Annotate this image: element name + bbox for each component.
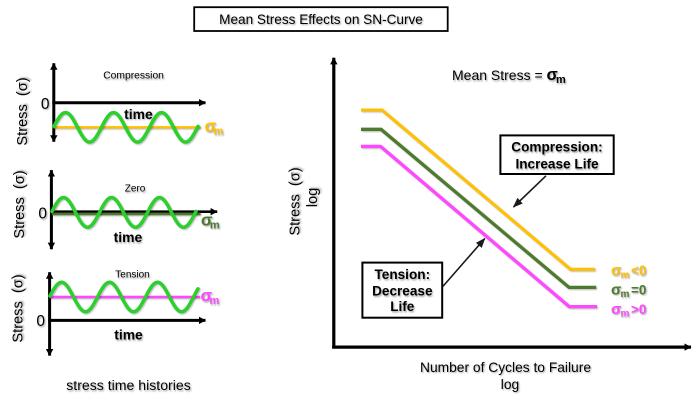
svg-text:log: log xyxy=(305,188,321,207)
svg-text:m: m xyxy=(621,289,630,300)
svg-text:Tension:: Tension: xyxy=(374,267,430,282)
svg-text:m: m xyxy=(210,219,220,231)
svg-text:Stress (σ): Stress (σ) xyxy=(11,274,27,342)
svg-text:Stress (σ): Stress (σ) xyxy=(15,77,31,145)
svg-text:Decrease: Decrease xyxy=(372,284,433,299)
svg-text:m: m xyxy=(210,295,220,307)
svg-text:<0: <0 xyxy=(631,263,646,278)
svg-text:σ: σ xyxy=(201,286,213,305)
svg-text:time: time xyxy=(124,106,153,122)
svg-text:σ: σ xyxy=(611,262,621,279)
svg-text:m: m xyxy=(621,270,630,281)
svg-text:0: 0 xyxy=(41,96,50,113)
svg-text:σ: σ xyxy=(547,66,558,84)
svg-text:Compression:: Compression: xyxy=(511,140,602,155)
svg-text:>0: >0 xyxy=(631,302,646,317)
svg-text:Increase Life: Increase Life xyxy=(515,157,599,172)
svg-text:Life: Life xyxy=(390,299,415,314)
svg-text:Number of Cycles to Failure: Number of Cycles to Failure xyxy=(420,360,591,375)
svg-text:=0: =0 xyxy=(631,282,646,297)
svg-text:Zero: Zero xyxy=(125,184,146,195)
svg-text:σ: σ xyxy=(611,281,621,298)
svg-text:σ: σ xyxy=(611,301,621,318)
svg-text:Mean Stress =: Mean Stress = xyxy=(452,67,543,83)
svg-text:log: log xyxy=(501,377,519,392)
svg-text:0: 0 xyxy=(38,206,47,223)
svg-text:stress time histories: stress time histories xyxy=(66,377,191,393)
svg-text:Stress (σ): Stress (σ) xyxy=(288,167,304,235)
svg-text:σ: σ xyxy=(205,117,217,136)
svg-text:Tension: Tension xyxy=(115,270,149,281)
svg-text:time: time xyxy=(114,327,143,343)
svg-text:m: m xyxy=(214,126,224,138)
svg-text:time: time xyxy=(114,229,143,245)
svg-text:m: m xyxy=(621,309,630,320)
svg-text:σ: σ xyxy=(201,210,213,229)
svg-text:Compression: Compression xyxy=(103,71,164,82)
svg-text:Stress (σ): Stress (σ) xyxy=(12,170,28,238)
svg-text:Mean Stress Effects on SN-Curv: Mean Stress Effects on SN-Curve xyxy=(219,12,423,27)
svg-text:0: 0 xyxy=(36,313,45,330)
svg-text:m: m xyxy=(556,74,566,86)
